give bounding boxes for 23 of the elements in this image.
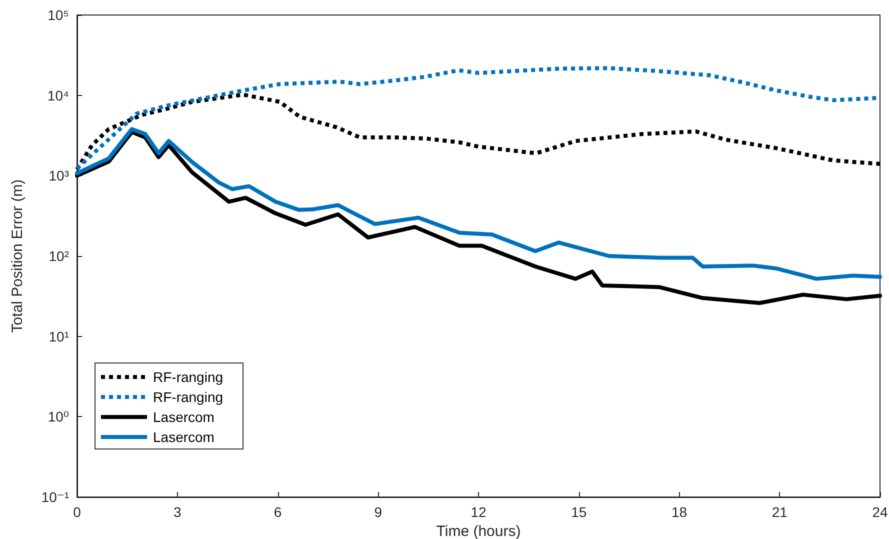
x-axis-title: Time (hours) <box>436 522 521 539</box>
y-tick-label: 10³ <box>48 168 70 184</box>
x-tick-label: 21 <box>772 504 788 520</box>
y-tick-label: 10⁴ <box>47 87 69 104</box>
x-tick-label: 24 <box>872 504 888 520</box>
x-tick-label: 15 <box>571 504 587 520</box>
y-tick-label: 10⁰ <box>48 408 70 425</box>
y-axis-title: Total Position Error (m) <box>9 179 26 333</box>
y-tick-label: 10⁻¹ <box>41 489 70 505</box>
legend-label: RF-ranging <box>153 369 224 385</box>
y-tick-label: 10⁵ <box>48 7 69 23</box>
x-tick-label: 0 <box>73 504 82 520</box>
x-tick-label: 3 <box>173 504 182 520</box>
legend-label: RF-ranging <box>153 389 224 405</box>
y-tick-label: 10¹ <box>48 328 70 344</box>
x-tick-label: 12 <box>470 504 486 520</box>
legend-label: Lasercom <box>153 409 214 425</box>
x-tick-label: 18 <box>671 504 688 520</box>
x-tick-label: 6 <box>274 504 282 520</box>
x-tick-label: 9 <box>374 504 382 520</box>
legend-label: Lasercom <box>153 429 214 445</box>
y-tick-label: 10² <box>48 248 70 264</box>
line-series <box>75 92 882 172</box>
